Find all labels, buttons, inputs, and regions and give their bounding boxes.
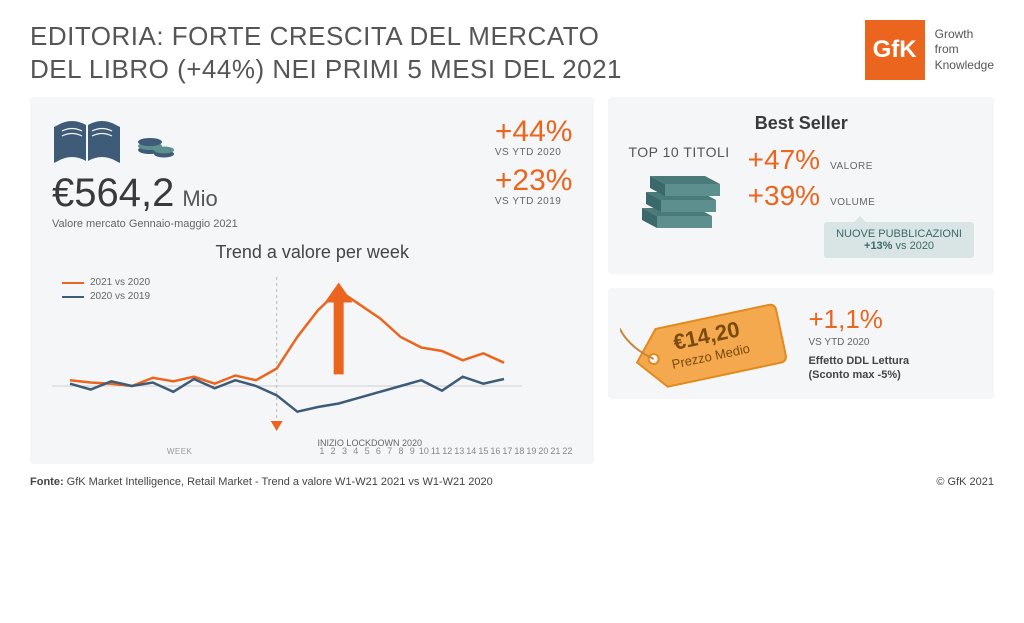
pill-bold: +13% (864, 240, 892, 252)
week-tick: 11 (431, 446, 440, 456)
title-line-2: DEL LIBRO (+44%) NEI PRIMI 5 MESI DEL 20… (30, 53, 622, 86)
bs-pct: +47% (748, 144, 820, 176)
market-value-unit: Mio (182, 186, 217, 212)
source-label: Fonte: (30, 476, 64, 488)
week-tick: 14 (466, 446, 476, 456)
market-value-number: €564,2 (52, 171, 174, 216)
main-content: €564,2 Mio Valore mercato Gennaio-maggio… (0, 97, 1024, 464)
market-summary: €564,2 Mio Valore mercato Gennaio-maggio… (52, 115, 572, 230)
brand-logo: GfK Growth from Knowledge (865, 20, 994, 80)
week-tick: 22 (562, 446, 572, 456)
growth-stats: +44%VS YTD 2020 +23%VS YTD 2019 (495, 115, 573, 207)
bestseller-row: TOP 10 TITOLI +47% VALORE +39% VOLUME NUOVE… (628, 144, 974, 258)
page-title: EDITORIA: FORTE CRESCITA DEL MERCATO DEL… (30, 20, 622, 85)
legend-label: 2021 vs 2020 (90, 277, 150, 288)
bs-label: VALORE (830, 161, 873, 172)
bestseller-stat: +47% VALORE (748, 144, 974, 176)
growth-label: VS YTD 2019 (495, 196, 573, 207)
lockdown-label: INIZIO LOCKDOWN 2020 (317, 438, 422, 448)
week-tick: 21 (550, 446, 560, 456)
price-stats: +1,1% VS YTD 2020 Effetto DDL Lettura (S… (808, 304, 909, 383)
price-tag: €14,20 Prezzo Medio (628, 304, 788, 382)
trend-chart: 2021 vs 20202020 vs 2019 INIZIO LOCKDOWN… (52, 269, 572, 444)
new-publications-pill: NUOVE PUBBLICAZIONI +13% vs 2020 (824, 222, 974, 258)
title-line-1: EDITORIA: FORTE CRESCITA DEL MERCATO (30, 20, 622, 53)
legend-item: 2021 vs 2020 (62, 277, 150, 288)
week-axis-label: WEEK (52, 447, 307, 456)
copyright: © GfK 2021 (936, 476, 994, 488)
pill-rest: vs 2020 (892, 240, 934, 252)
week-tick: 16 (490, 446, 500, 456)
gfk-logo-icon: GfK (865, 20, 925, 80)
legend-item: 2020 vs 2019 (62, 291, 150, 302)
legend-swatch (62, 282, 84, 284)
week-tick: 17 (502, 446, 512, 456)
bs-label: VOLUME (830, 197, 875, 208)
week-tick: 13 (454, 446, 464, 456)
price-panel: €14,20 Prezzo Medio +1,1% VS YTD 2020 Ef… (608, 288, 994, 399)
bs-pct: +39% (748, 180, 820, 212)
legend-swatch (62, 296, 84, 298)
brand-tagline: Growth from Knowledge (935, 27, 994, 74)
tagline-1: Growth (935, 27, 994, 43)
growth-pct: +44% (495, 115, 573, 149)
books-stack-icon (634, 168, 724, 238)
week-tick: 15 (478, 446, 488, 456)
price-row: €14,20 Prezzo Medio +1,1% VS YTD 2020 Ef… (628, 304, 974, 383)
book-icon (52, 115, 122, 165)
growth-stat: +23%VS YTD 2019 (495, 164, 573, 207)
chart-title: Trend a valore per week (52, 242, 572, 263)
pill-line1: NUOVE PUBBLICAZIONI (836, 228, 962, 240)
bestseller-stat: +39% VOLUME (748, 180, 974, 212)
footer: Fonte: GfK Market Intelligence, Retail M… (0, 464, 1024, 488)
bestseller-title: Best Seller (628, 113, 974, 134)
market-value: €564,2 Mio (52, 171, 465, 216)
bestseller-left: TOP 10 TITOLI (628, 144, 729, 238)
week-tick: 19 (526, 446, 536, 456)
market-panel: €564,2 Mio Valore mercato Gennaio-maggio… (30, 97, 594, 464)
growth-stat: +44%VS YTD 2020 (495, 115, 573, 158)
price-extra: Effetto DDL Lettura (Sconto max -5%) (808, 354, 909, 383)
coins-icon (136, 120, 176, 160)
bestseller-stats: +47% VALORE +39% VOLUME (748, 144, 974, 212)
growth-pct: +23% (495, 164, 573, 198)
price-growth: +1,1% (808, 304, 909, 335)
top10-label: TOP 10 TITOLI (628, 144, 729, 160)
week-tick: 12 (442, 446, 452, 456)
tagline-2: from (935, 42, 994, 58)
bestseller-right: +47% VALORE +39% VOLUME NUOVE PUBBLICAZIONI… (748, 144, 974, 258)
market-icons (52, 115, 465, 165)
pill-line2: +13% vs 2020 (836, 240, 962, 252)
chart-legend: 2021 vs 2020 2020 vs 2019 (62, 277, 150, 302)
growth-label: VS YTD 2020 (495, 147, 573, 158)
header: EDITORIA: FORTE CRESCITA DEL MERCATO DEL… (0, 0, 1024, 97)
week-axis: WEEK 12345678910111213141516171819202122 (52, 446, 572, 456)
tagline-3: Knowledge (935, 58, 994, 74)
right-column: Best Seller TOP 10 TITOLI +47% VALORE +39%… (608, 97, 994, 464)
price-extra-2: (Sconto max -5%) (808, 368, 909, 382)
market-subtitle: Valore mercato Gennaio-maggio 2021 (52, 218, 465, 230)
week-tick: 18 (514, 446, 524, 456)
week-tick: 20 (538, 446, 548, 456)
bestseller-panel: Best Seller TOP 10 TITOLI +47% VALORE +39%… (608, 97, 994, 274)
legend-label: 2020 vs 2019 (90, 291, 150, 302)
source-text: GfK Market Intelligence, Retail Market -… (64, 476, 493, 488)
source-citation: Fonte: GfK Market Intelligence, Retail M… (30, 476, 493, 488)
price-extra-1: Effetto DDL Lettura (808, 354, 909, 368)
price-sub: VS YTD 2020 (808, 337, 909, 348)
market-value-block: €564,2 Mio Valore mercato Gennaio-maggio… (52, 115, 465, 230)
